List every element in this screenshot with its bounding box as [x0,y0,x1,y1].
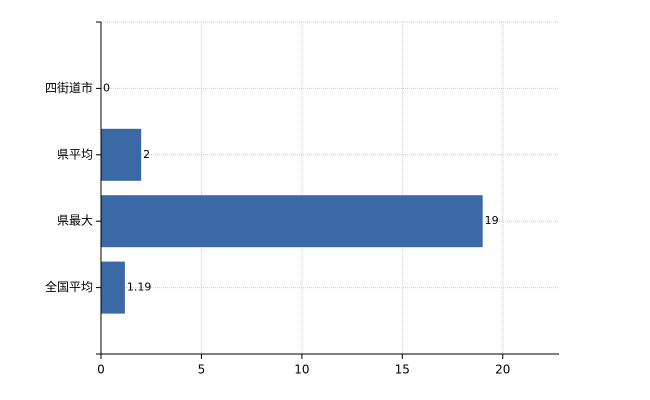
x-tick-label: 5 [198,363,206,377]
y-tick-label: 四街道市 [45,80,93,95]
bar [101,261,125,314]
x-tick-label: 0 [97,363,105,377]
value-label: 19 [485,214,499,227]
x-tick-label: 10 [294,363,309,377]
value-label: 2 [143,148,150,161]
value-label: 0 [103,81,110,94]
y-tick-label: 全国平均 [45,279,93,294]
bar [101,128,142,181]
y-tick-label: 県最大 [57,214,93,228]
x-tick-label: 20 [495,363,510,377]
y-tick-label: 県平均 [57,147,93,161]
value-label: 1.19 [127,281,152,294]
bar [101,195,483,248]
x-tick-label: 15 [395,363,410,377]
